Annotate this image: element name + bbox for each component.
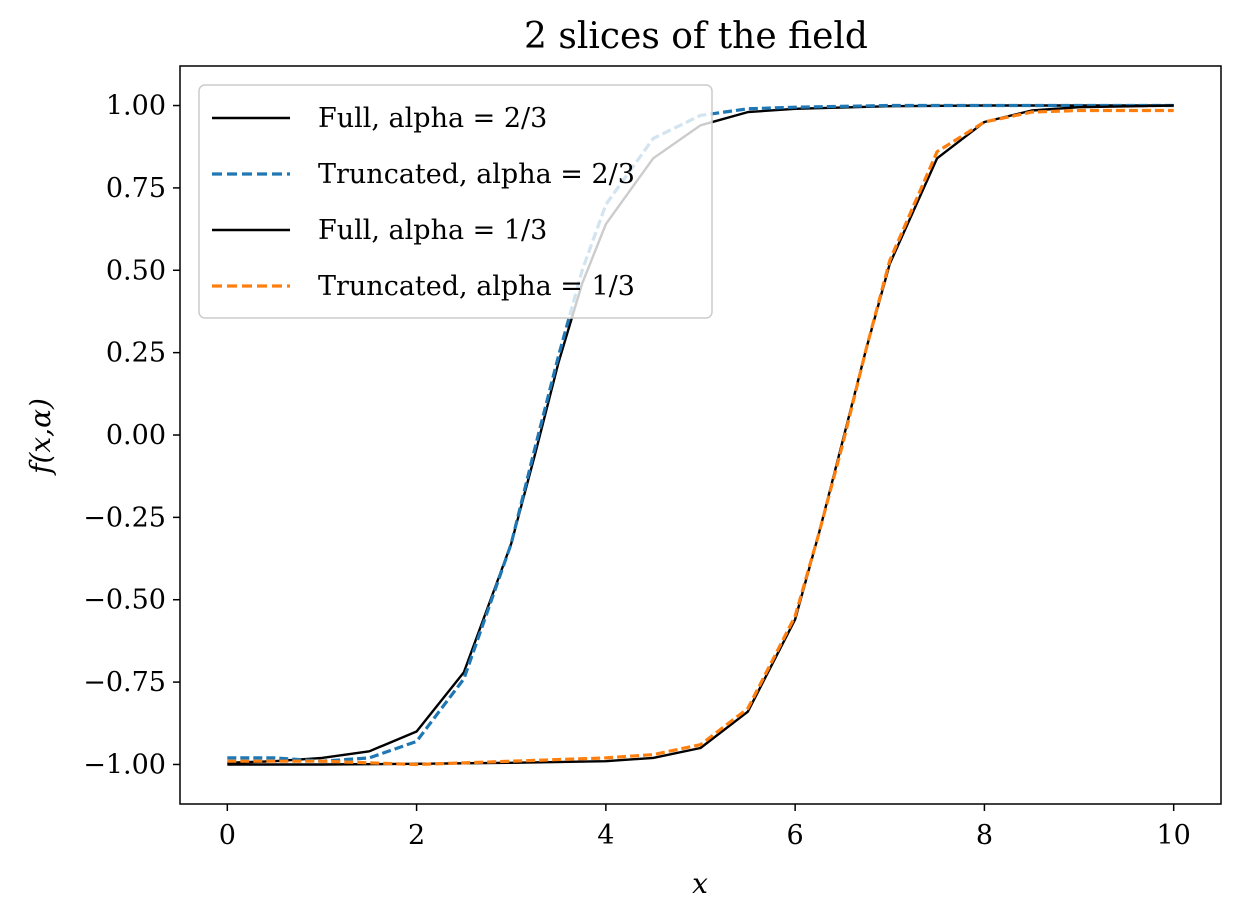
legend: Full, alpha = 2/3 Truncated, alpha = 2/3 F… xyxy=(198,84,713,319)
y-tick-label: 1.00 xyxy=(106,91,166,122)
y-tick-label: 0.50 xyxy=(106,255,166,286)
x-tick-label: 0 xyxy=(219,820,236,851)
y-tick-label: −1.00 xyxy=(83,749,166,780)
x-axis-label: x xyxy=(692,867,708,900)
x-tick-label: 8 xyxy=(976,820,993,851)
legend-label-3: Full, alpha = 1/3 xyxy=(318,215,547,246)
x-axis: 0 2 4 6 8 10 xyxy=(219,804,1191,851)
y-tick-label: −0.25 xyxy=(83,502,166,533)
legend-label-1: Full, alpha = 2/3 xyxy=(318,103,547,134)
x-tick-label: 4 xyxy=(597,820,614,851)
y-tick-label: 0.75 xyxy=(106,173,166,204)
series-line-4 xyxy=(227,108,1174,767)
y-tick-label: −0.50 xyxy=(83,585,166,616)
legend-box xyxy=(198,84,713,319)
legend-label-2: Truncated, alpha = 2/3 xyxy=(318,159,635,190)
x-tick-label: 6 xyxy=(787,820,804,851)
x-tick-label: 10 xyxy=(1157,820,1191,851)
y-tick-label: 0.00 xyxy=(106,420,166,451)
y-tick-label: 0.25 xyxy=(106,338,166,369)
x-tick-label: 2 xyxy=(408,820,425,851)
chart-title: 2 slices of the field xyxy=(524,16,868,57)
y-tick-label: −0.75 xyxy=(83,667,166,698)
legend-label-4: Truncated, alpha = 1/3 xyxy=(318,271,635,302)
y-axis-label: f(x,α) xyxy=(24,398,57,476)
y-axis: 1.00 0.75 0.50 0.25 0.00 −0.25 −0.50 −0.75 −1.00 xyxy=(83,91,180,780)
